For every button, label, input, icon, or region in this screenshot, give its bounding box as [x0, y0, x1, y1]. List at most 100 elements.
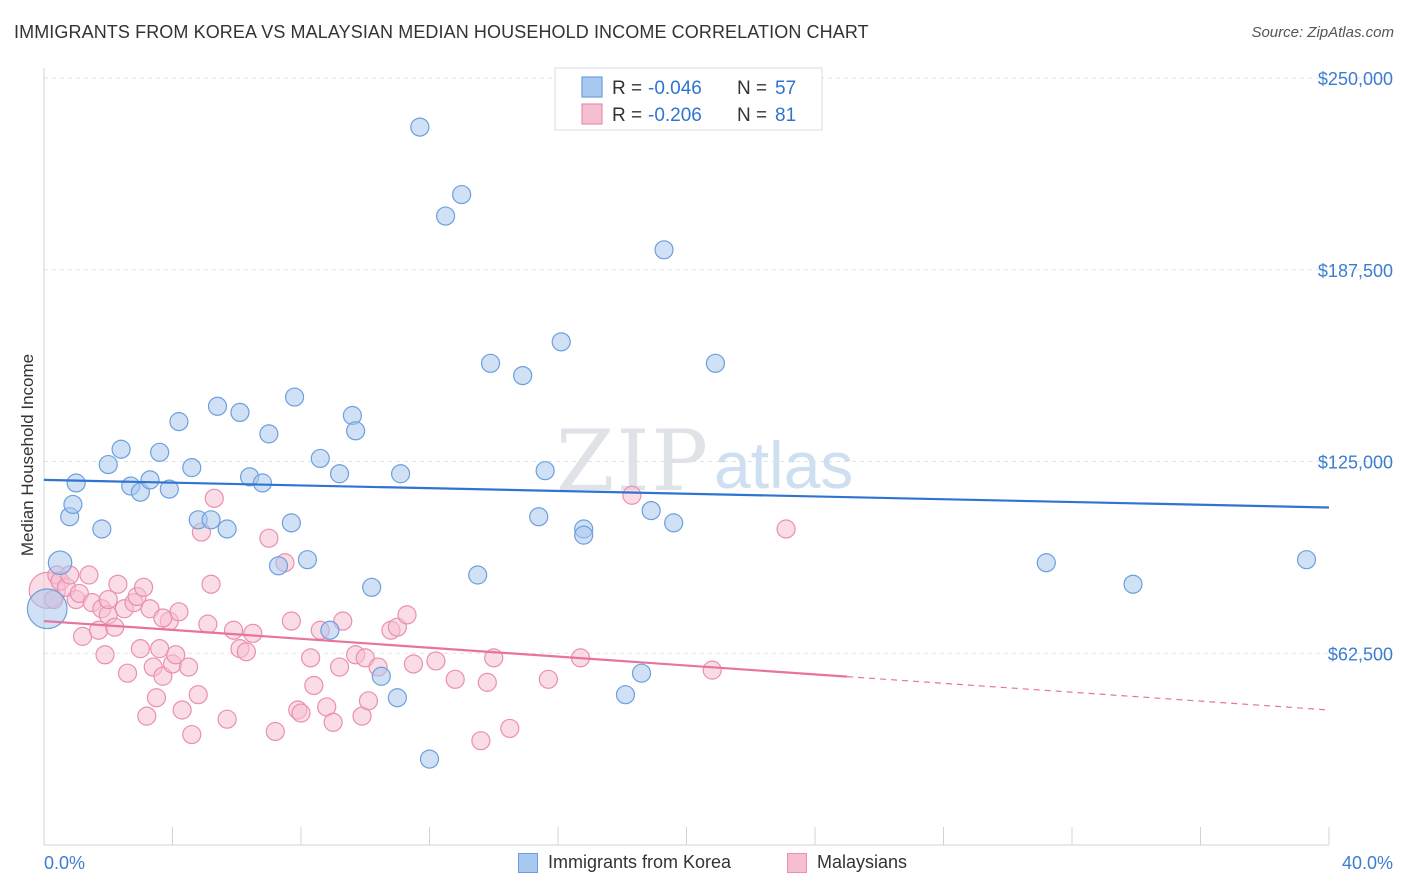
legend-r-value-malaysians: -0.206	[648, 105, 702, 126]
korea-point	[281, 513, 301, 533]
korea-point	[140, 470, 160, 490]
korea-point	[574, 525, 594, 545]
malaysian-point	[329, 657, 350, 677]
malaysian-point	[79, 565, 99, 585]
korea-point	[390, 464, 411, 484]
malaysian-point	[150, 639, 170, 659]
legend-n-label-malaysians: N =	[737, 105, 767, 126]
axes-layer	[43, 68, 1330, 846]
korea-point	[419, 749, 440, 769]
malaysian-point	[133, 577, 154, 597]
points-layer	[26, 117, 1317, 769]
malaysian-point	[117, 663, 138, 683]
korea-trend-line	[43, 478, 1330, 509]
korea-point	[387, 688, 407, 708]
legend-marker-korea	[518, 852, 538, 873]
y-axis-label: Median Household Income	[18, 353, 37, 557]
malaysian-point	[217, 709, 237, 729]
korea-point	[182, 458, 202, 478]
malaysian-point	[702, 660, 722, 680]
malaysian-point	[304, 675, 324, 696]
korea-point	[435, 206, 456, 226]
legend-box: R = -0.046 N = 57 R = -0.206 N = 81	[554, 67, 823, 131]
malaysian-point	[95, 645, 115, 665]
malaysian-point	[98, 589, 118, 610]
y-tick-label: $62,500	[1328, 644, 1393, 664]
korea-point	[329, 464, 350, 484]
malaysian-point	[178, 657, 199, 677]
legend-marker-malaysians	[787, 852, 807, 873]
korea-point	[551, 332, 571, 352]
korea-point	[217, 519, 237, 539]
korea-point	[310, 448, 330, 469]
trend-layer	[43, 478, 1330, 711]
legend-n-label-korea: N =	[737, 78, 767, 99]
malaysian-point	[397, 605, 417, 625]
x-tick-label: 40.0%	[1342, 853, 1393, 873]
malaysian-trend-line	[43, 619, 848, 678]
malaysian-point	[236, 642, 256, 662]
korea-point	[1036, 553, 1056, 573]
malaysian-point	[281, 611, 301, 631]
korea-point	[66, 473, 86, 493]
malaysian-point	[323, 712, 343, 732]
korea-point	[615, 685, 636, 705]
legend-r-label-korea: R =	[612, 78, 642, 99]
korea-point	[47, 550, 73, 576]
korea-point	[159, 479, 179, 499]
legend-swatch-korea	[581, 76, 603, 98]
malaysian-point	[108, 574, 128, 594]
malaysian-point	[265, 721, 285, 742]
x-tick-label: 0.0%	[44, 853, 85, 873]
korea-point	[371, 666, 391, 686]
korea-point	[92, 519, 112, 539]
malaysian-point	[358, 691, 379, 711]
malaysian-point	[259, 528, 279, 548]
malaysian-point	[137, 706, 157, 726]
tick-label-layer: $62,500 $125,000 $187,500 $250,000 0.0% 40.0%	[44, 69, 1393, 873]
korea-point	[480, 353, 501, 373]
korea-point	[259, 424, 279, 444]
malaysian-point	[243, 623, 263, 643]
malaysian-point	[500, 718, 520, 739]
korea-point	[98, 454, 118, 475]
korea-point	[320, 620, 340, 640]
legend-r-label-malaysians: R =	[612, 105, 642, 126]
legend-n-value-korea: 57	[775, 78, 796, 99]
y-tick-label: $125,000	[1318, 453, 1393, 473]
korea-point	[252, 473, 273, 493]
korea-point	[1123, 574, 1143, 594]
bottom-legend: Immigrants from Korea Malaysians	[0, 850, 1406, 880]
korea-point	[631, 663, 652, 683]
source-label: Source: ZipAtlas.com	[1251, 24, 1394, 41]
legend-item-malaysians: Malaysians	[787, 852, 907, 873]
malaysian-point	[223, 620, 244, 640]
malaysian-point	[201, 574, 221, 594]
malaysian-point	[776, 519, 796, 539]
malaysian-point	[622, 485, 642, 505]
malaysian-point	[188, 685, 208, 705]
malaysian-trend-line-extrapolated	[847, 676, 1330, 711]
korea-point	[362, 577, 382, 597]
korea-point	[207, 396, 228, 416]
korea-point	[468, 565, 488, 585]
korea-point	[150, 442, 170, 462]
korea-point	[410, 117, 430, 137]
malaysian-point	[291, 703, 311, 723]
korea-point	[26, 588, 68, 630]
malaysian-point	[445, 669, 465, 689]
korea-point	[346, 421, 366, 441]
korea-point	[230, 402, 250, 423]
legend-swatch-malaysians	[581, 103, 603, 125]
y-tick-label: $250,000	[1318, 69, 1393, 89]
legend-item-korea: Immigrants from Korea	[518, 852, 731, 873]
legend-r-value-korea: -0.046	[648, 78, 702, 99]
korea-point	[268, 556, 289, 576]
korea-point	[452, 184, 472, 205]
y-tick-label: $187,500	[1318, 261, 1393, 281]
malaysian-point	[426, 651, 446, 671]
korea-point	[705, 353, 726, 373]
malaysian-point	[477, 672, 497, 692]
malaysian-point	[169, 602, 189, 622]
